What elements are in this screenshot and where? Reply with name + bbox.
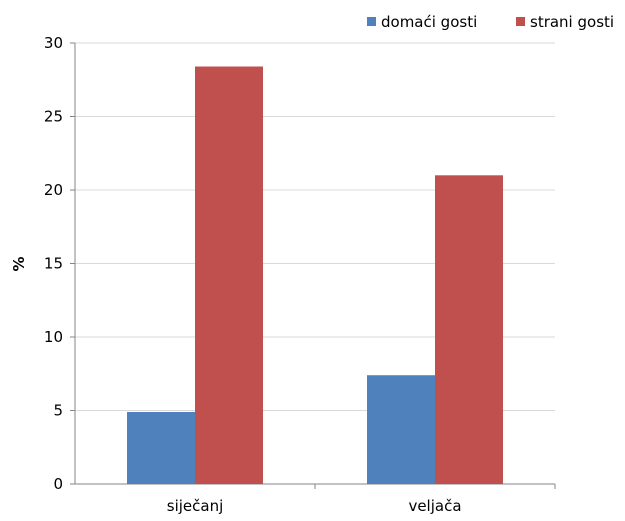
bar-foreign-0 xyxy=(195,66,263,485)
legend-swatch-foreign xyxy=(516,17,525,26)
y-tick-label: 30 xyxy=(44,34,63,52)
bar-domestic-1 xyxy=(367,375,435,484)
x-category-label: veljača xyxy=(408,497,461,515)
legend: domaći gosti strani gosti xyxy=(367,13,614,31)
y-tick-label: 5 xyxy=(53,402,63,420)
legend-swatch-domestic xyxy=(367,17,376,26)
legend-label-domestic: domaći gosti xyxy=(381,13,477,31)
bars xyxy=(127,66,503,485)
x-category-label: siječanj xyxy=(167,497,224,515)
legend-label-foreign: strani gosti xyxy=(530,13,614,31)
bar-foreign-1 xyxy=(435,175,503,485)
y-tick-label: 15 xyxy=(44,255,63,273)
y-axis-title: % xyxy=(10,256,28,271)
bar-domestic-0 xyxy=(127,411,195,484)
y-tick-label: 20 xyxy=(44,181,63,199)
y-tick-label: 25 xyxy=(44,108,63,126)
y-tick-label: 0 xyxy=(53,475,63,493)
y-tick-label: 10 xyxy=(44,328,63,346)
labels: 0 5 10 15 20 25 30 siječanj veljača xyxy=(44,34,462,515)
